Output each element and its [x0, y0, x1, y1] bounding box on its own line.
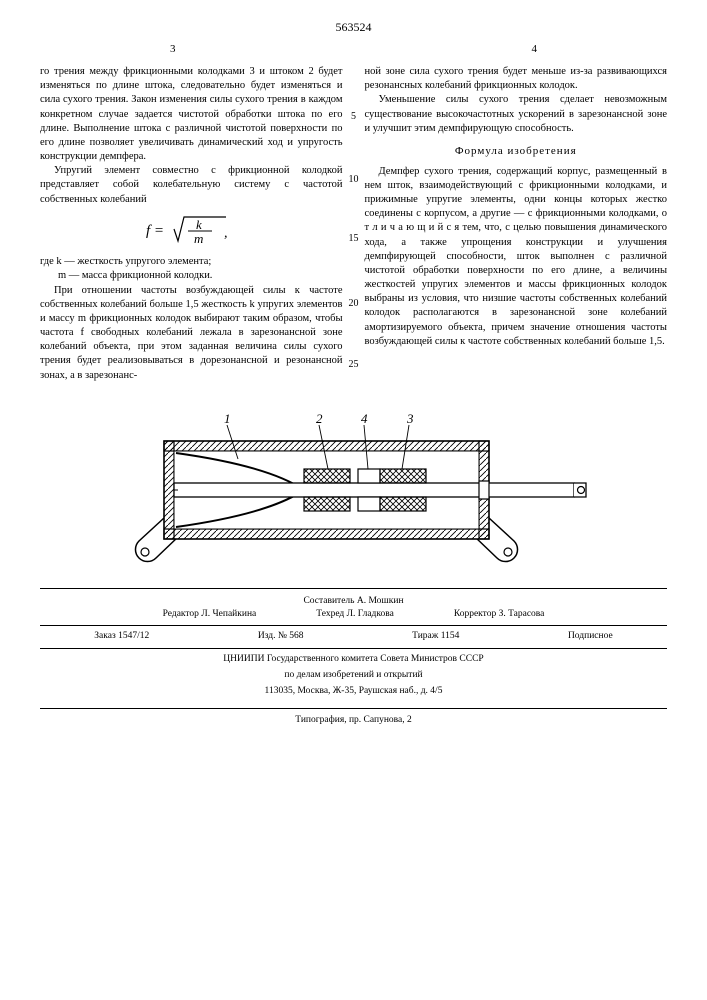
line-number: 25 [344, 358, 364, 372]
line-number: 15 [344, 232, 364, 246]
left-column: го трения между фрикционными колодками 3… [40, 65, 343, 383]
tirazh: Тираж 1154 [412, 630, 459, 643]
typography: Типография, пр. Сапунова, 2 [40, 715, 667, 725]
text-columns: 5 10 15 20 25 го трения между фрикционны… [40, 65, 667, 383]
svg-text:1: 1 [224, 411, 231, 426]
formula-heading: Формула изобретения [365, 144, 668, 159]
formula: f = k m , [40, 213, 343, 250]
page-right: 4 [532, 43, 538, 55]
paragraph: Уменьшение силы сухого трения сделает не… [365, 93, 668, 136]
compiler: Составитель А. Мошкин [40, 595, 667, 608]
paragraph: го трения между фрикционными колодками 3… [40, 65, 343, 164]
paragraph: При отношении частоты возбуждающей силы … [40, 284, 343, 383]
footer-print-info: Заказ 1547/12 Изд. № 568 Тираж 1154 Подп… [40, 625, 667, 648]
izd: Изд. № 568 [258, 630, 304, 643]
paragraph: Упругий элемент совместно с фрикционной … [40, 164, 343, 207]
line-number: 20 [344, 297, 364, 311]
footer-block: Составитель А. Мошкин Редактор Л. Чепайк… [40, 588, 667, 709]
subscription: Подписное [568, 630, 613, 643]
svg-text:,: , [224, 226, 228, 241]
org-line2: по делам изобретений и открытий [40, 669, 667, 682]
corrector: Корректор З. Тарасова [454, 608, 545, 621]
svg-text:2: 2 [316, 411, 323, 426]
svg-text:f =: f = [146, 223, 164, 239]
damper-diagram: 1 2 4 3 [114, 411, 594, 566]
line-number: 10 [344, 173, 364, 187]
paragraph: ной зоне сила сухого трения будет меньше… [365, 65, 668, 93]
svg-text:4: 4 [361, 411, 368, 426]
svg-text:k: k [196, 217, 202, 232]
patent-number: 563524 [40, 20, 667, 35]
line-number: 5 [344, 110, 364, 124]
where-clause: m — масса фрикционной колодки. [72, 269, 343, 283]
techred: Техред Л. Гладкова [316, 608, 394, 621]
figure: 1 2 4 3 [40, 411, 667, 566]
where-clause: где k — жесткость упругого элемента; [54, 255, 343, 269]
order: Заказ 1547/12 [94, 630, 149, 643]
right-column: ной зоне сила сухого трения будет меньше… [365, 65, 668, 383]
page-numbers: 3 4 [40, 43, 667, 55]
page-left: 3 [170, 43, 176, 55]
org-line1: ЦНИИПИ Государственного комитета Совета … [40, 653, 667, 666]
footer-credits: Редактор Л. Чепайкина Техред Л. Гладкова… [40, 608, 667, 621]
address: 113035, Москва, Ж-35, Раушская наб., д. … [40, 685, 667, 698]
svg-text:3: 3 [406, 411, 414, 426]
formula-svg: f = k m , [146, 213, 236, 245]
paragraph: Демпфер сухого трения, содержащий корпус… [365, 165, 668, 349]
editor: Редактор Л. Чепайкина [163, 608, 257, 621]
svg-text:m: m [194, 231, 203, 245]
